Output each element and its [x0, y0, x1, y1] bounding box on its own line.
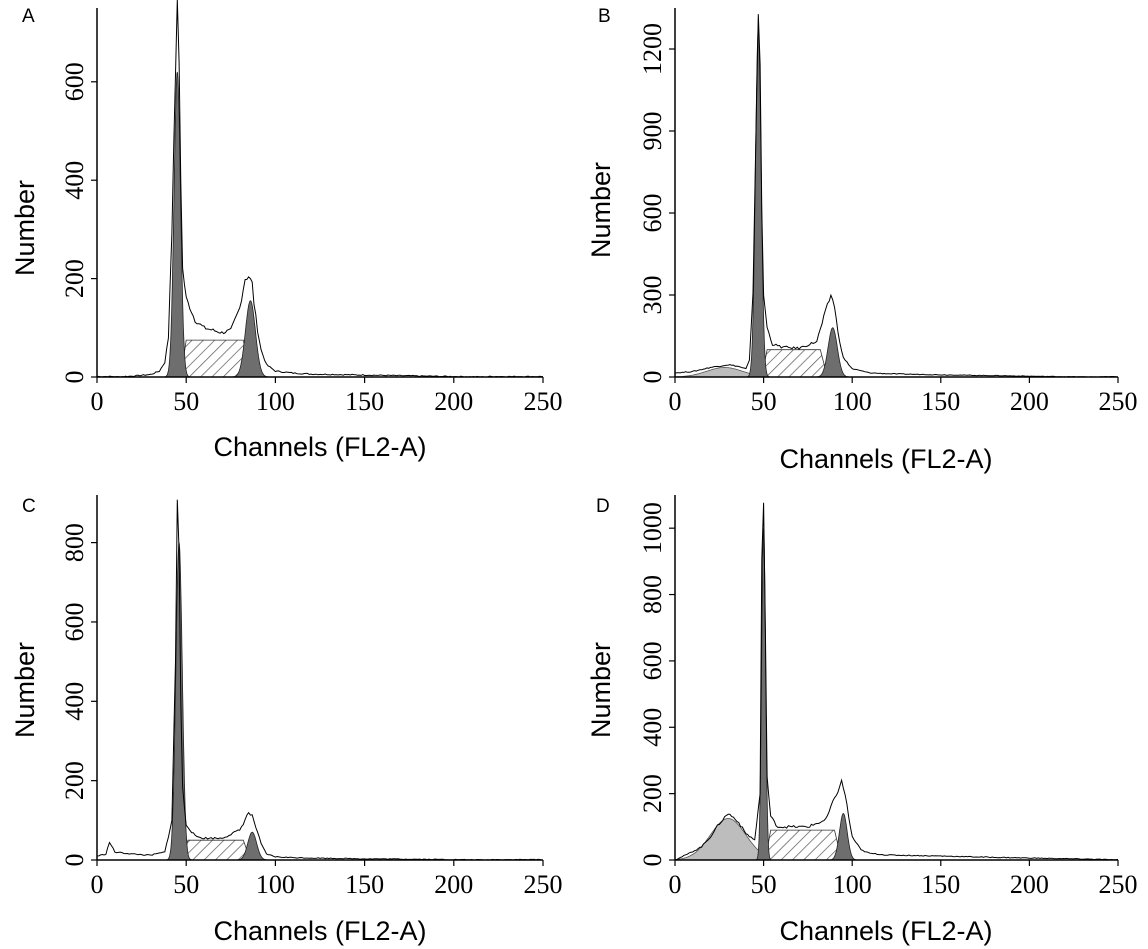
x-tick-label: 250 — [1099, 870, 1138, 899]
panel-b: B 0 50 100 150 200 250 0 300 600 900 1200 Channel… — [586, 6, 1138, 474]
histogram-line — [675, 14, 1118, 377]
y-tick-label: 200 — [60, 761, 89, 800]
x-tick-label: 50 — [751, 870, 777, 899]
y-axis-title: Number — [586, 642, 616, 738]
y-tick-label: 200 — [60, 259, 89, 298]
y-tick-label: 200 — [638, 774, 667, 813]
x-tick-label: 150 — [345, 387, 384, 416]
x-tick-label: 200 — [1010, 870, 1049, 899]
y-tick-label: 900 — [638, 112, 667, 151]
x-tick-label: 100 — [833, 387, 872, 416]
y-ticks: 0 200 400 600 800 — [60, 523, 97, 866]
y-ticks: 0 200 400 600 — [60, 62, 97, 383]
y-axis-title: Number — [10, 180, 40, 276]
y-ticks: 0 300 600 900 1200 — [638, 23, 675, 384]
x-tick-label: 250 — [1099, 387, 1138, 416]
x-tick-label: 50 — [173, 870, 199, 899]
s-phase-area — [762, 350, 828, 377]
x-tick-label: 150 — [345, 870, 384, 899]
plot-area — [675, 503, 1118, 860]
x-tick-label: 150 — [921, 387, 960, 416]
y-tick-label: 600 — [638, 641, 667, 680]
y-tick-label: 0 — [60, 371, 89, 384]
y-axis-title: Number — [586, 162, 616, 258]
y-tick-label: 300 — [638, 276, 667, 315]
x-tick-label: 100 — [256, 387, 295, 416]
y-tick-label: 1200 — [638, 23, 667, 75]
y-tick-label: 800 — [60, 523, 89, 562]
y-tick-label: 0 — [638, 371, 667, 384]
y-tick-label: 0 — [60, 854, 89, 867]
axes — [675, 8, 1118, 377]
x-tick-label: 0 — [91, 387, 104, 416]
y-tick-label: 400 — [60, 161, 89, 200]
histogram-line — [97, 0, 543, 377]
y-tick-label: 600 — [638, 194, 667, 233]
x-tick-label: 50 — [173, 387, 199, 416]
plot-area — [97, 0, 543, 377]
x-tick-label: 200 — [434, 387, 473, 416]
x-tick-label: 0 — [669, 387, 682, 416]
y-tick-label: 600 — [60, 62, 89, 101]
x-tick-label: 200 — [1010, 387, 1049, 416]
y-tick-label: 0 — [638, 854, 667, 867]
x-tick-label: 0 — [669, 870, 682, 899]
x-ticks: 0 50 100 150 200 250 — [91, 860, 563, 899]
x-axis-title: Channels (FL2-A) — [213, 432, 426, 462]
x-ticks: 0 50 100 150 200 250 — [669, 377, 1138, 416]
panel-label: A — [22, 6, 35, 27]
x-axis-title: Channels (FL2-A) — [779, 444, 992, 474]
axes — [97, 8, 543, 377]
panel-a: A 0 50 100 150 200 250 0 200 400 600 Channels (F… — [10, 0, 563, 462]
g1-peak-area — [747, 30, 770, 377]
histogram-line — [97, 500, 543, 860]
x-tick-label: 0 — [91, 870, 104, 899]
y-tick-label: 800 — [638, 575, 667, 614]
x-tick-label: 200 — [434, 870, 473, 899]
plot-area — [97, 500, 543, 860]
x-ticks: 0 50 100 150 200 250 — [91, 377, 563, 416]
y-tick-label: 400 — [638, 708, 667, 747]
histogram-line — [675, 503, 1118, 860]
x-axis-title: Channels (FL2-A) — [213, 916, 426, 946]
panel-label: D — [596, 496, 610, 517]
y-tick-label: 600 — [60, 602, 89, 641]
panel-d: D 0 50 100 150 200 250 0 200 400 600 800 1000 Chan… — [586, 495, 1138, 946]
panel-label: B — [598, 6, 611, 27]
s-phase-area — [183, 840, 251, 860]
y-tick-label: 400 — [60, 682, 89, 721]
x-tick-label: 250 — [524, 387, 563, 416]
x-ticks: 0 50 100 150 200 250 — [669, 860, 1138, 899]
axes — [97, 495, 543, 860]
x-tick-label: 100 — [833, 870, 872, 899]
y-tick-label: 1000 — [638, 502, 667, 554]
axes — [675, 495, 1118, 860]
plot-area — [675, 14, 1118, 377]
x-tick-label: 250 — [524, 870, 563, 899]
panel-label: C — [22, 496, 36, 517]
panel-c: C 0 50 100 150 200 250 0 200 400 600 800 Channels… — [10, 495, 563, 946]
s-phase-area — [765, 830, 841, 860]
y-axis-title: Number — [10, 642, 40, 738]
x-tick-label: 50 — [751, 387, 777, 416]
y-ticks: 0 200 400 600 800 1000 — [638, 502, 675, 866]
x-axis-title: Channels (FL2-A) — [779, 916, 992, 946]
x-tick-label: 150 — [921, 870, 960, 899]
x-tick-label: 100 — [256, 870, 295, 899]
